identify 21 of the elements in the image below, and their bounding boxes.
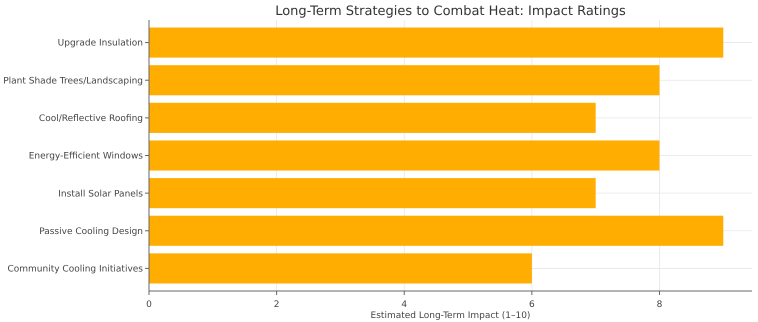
bar (149, 28, 724, 58)
y-tick-label: Install Solar Panels (58, 189, 144, 200)
y-tick-label: Upgrade Insulation (58, 38, 143, 49)
x-tick-label: 4 (401, 300, 408, 310)
x-tick-label: 2 (274, 300, 280, 310)
bar (149, 253, 532, 284)
y-tick-label: Community Cooling Initiatives (7, 264, 144, 275)
y-tick-label: Energy-Efficient Windows (28, 152, 144, 162)
y-tick-label: Plant Shade Trees/Landscaping (3, 76, 143, 86)
bar (149, 178, 596, 208)
bar (149, 65, 660, 96)
x-axis-title: Estimated Long-Term Impact (1–10) (370, 311, 530, 321)
chart-title: Long-Term Strategies to Combat Heat: Impact Ratings (275, 4, 626, 19)
bar (149, 216, 724, 246)
y-tick-label: Cool/Reflective Roofing (38, 114, 143, 124)
x-tick-label: 8 (656, 300, 663, 310)
bar (149, 102, 596, 133)
y-tick-label: Passive Cooling Design (39, 226, 143, 237)
x-tick-label: 0 (146, 300, 152, 310)
bar (149, 140, 660, 171)
x-tick-label: 6 (528, 300, 535, 310)
